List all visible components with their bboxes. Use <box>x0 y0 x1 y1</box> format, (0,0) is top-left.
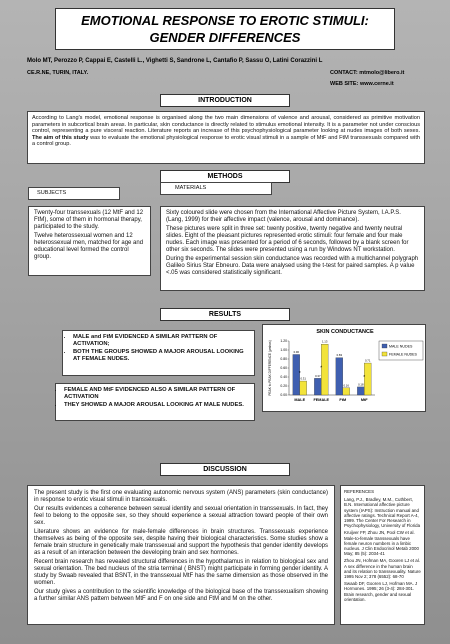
significance-mark: * <box>363 375 365 381</box>
paragraph: Sixty coloured slide were chosen from th… <box>166 210 401 223</box>
bullet: BOTH THE GROUPS SHOWED A MAJOR AROUSAL L… <box>73 349 252 362</box>
y-tick-label: 0.20 <box>280 384 287 388</box>
x-tick-label: FEMALE <box>313 398 329 402</box>
bar <box>335 357 343 396</box>
reference: Lang, P.J., Bradley, M.M., Cuthbert, B.N… <box>344 497 421 529</box>
section-heading: INTRODUCTION <box>160 94 290 107</box>
bullet: THEY SHOWED A MAJOR AROUSAL LOOKING AT M… <box>64 402 254 409</box>
paragraph: The present study is the first one evalu… <box>34 490 328 503</box>
value-label: 1.13 <box>322 340 328 344</box>
reference: Kruijver FP, Zhou JN, Pool CW et al. Mal… <box>344 530 419 557</box>
significance-mark: * <box>299 371 301 377</box>
bar <box>321 343 329 396</box>
list: FEMALE AND MtF EVIDENCED ALSO A SIMILAR … <box>56 387 254 409</box>
section-heading: RESULTS <box>160 308 290 321</box>
y-tick-label: 0.80 <box>280 357 287 361</box>
paragraph: Our results evidences a coherence betwee… <box>34 506 328 526</box>
legend <box>378 340 424 361</box>
bullet: FEMALE AND MtF EVIDENCED ALSO A SIMILAR … <box>64 387 254 400</box>
bar <box>357 386 365 396</box>
legend-swatch <box>381 351 388 357</box>
paragraph: Twenty-four transsexuals (12 MtF and 12 … <box>34 210 144 230</box>
paragraph: Twelve heterossexual women and 12 hetero… <box>34 233 144 260</box>
contact: CONTACT: mtmolo@libero.it <box>330 70 405 76</box>
subjects-text: Twenty-four transsexuals (12 MtF and 12 … <box>28 206 151 276</box>
legend-label: MALE NUDES <box>389 345 413 349</box>
paragraph: Our study gives a contribution to the sc… <box>34 589 328 602</box>
y-tick-label: 0.40 <box>280 375 287 379</box>
reference: Swaab DF, Gooren LJ, Hofman MA. J Hormon… <box>344 581 418 602</box>
paragraph: During the experimental session skin con… <box>166 256 419 276</box>
chart: SKIN CONDUCTANCE PEAK to PEAK DIFFERENCE … <box>262 324 426 412</box>
materials-text: Sixty coloured slide were chosen from th… <box>160 206 425 291</box>
text-bold: The aim of this study <box>32 134 89 141</box>
discussion-text: The present study is the first one evalu… <box>27 485 335 625</box>
chart-title: SKIN CONDUCTANCE <box>316 329 374 335</box>
title-line: GENDER DIFFERENCES <box>149 30 301 45</box>
title-line: EMOTIONAL RESPONSE TO EROTIC STIMULI: <box>81 13 369 28</box>
text: According to Lang's model, emotional res… <box>32 115 420 135</box>
bar <box>342 387 350 396</box>
authors: Molo MT, Perozzo P, Cappai E, Castelli L… <box>27 58 323 64</box>
references-heading: REFERENCES <box>344 489 375 494</box>
text: was to evaluate the emotional physiologi… <box>32 134 421 148</box>
bar <box>299 380 307 396</box>
bullet: MALE and FtM EVIDENCED A SIMILAR PATTERN… <box>73 334 252 347</box>
label: MATERIALS <box>160 182 272 195</box>
value-label: 0.71 <box>365 359 371 363</box>
references: REFERENCES Lang, P.J., Bradley, M.M., Cut… <box>340 485 425 625</box>
value-label: 0.83 <box>337 353 343 357</box>
value-label: 0.90 <box>294 350 300 354</box>
y-axis-label: PEAK to PEAK DIFFERENCE (μmhos) <box>268 340 272 395</box>
paragraph: Literature shows an evidence for male-fe… <box>34 529 328 556</box>
y-tick-label: 0.60 <box>280 366 287 370</box>
result-box: MALE and FtM EVIDENCED A SIMILAR PATTERN… <box>62 330 255 376</box>
x-tick-label: FtM <box>339 398 346 402</box>
label: SUBJECTS <box>28 187 120 200</box>
x-tick-label: MtF <box>361 398 368 402</box>
list: MALE and FtM EVIDENCED A SIMILAR PATTERN… <box>65 334 252 362</box>
legend-swatch <box>381 343 388 349</box>
bar <box>364 362 372 396</box>
significance-mark: * <box>320 366 322 372</box>
section-heading: DISCUSSION <box>160 463 290 476</box>
value-label: 0.31 <box>300 377 306 381</box>
y-tick-label: 1.00 <box>280 348 287 352</box>
paragraph: Recent brain research has revealed struc… <box>34 559 328 586</box>
value-label: 0.16 <box>343 383 349 387</box>
result-box: FEMALE AND MtF EVIDENCED ALSO A SIMILAR … <box>55 383 255 421</box>
title: EMOTIONAL RESPONSE TO EROTIC STIMULI: GEN… <box>55 8 395 50</box>
value-label: 0.18 <box>358 382 364 386</box>
x-tick-label: MALE <box>294 398 305 402</box>
website: WEB SITE: www.cerne.it <box>330 81 394 87</box>
y-tick-label: 1.20 <box>280 339 287 343</box>
intro-text: According to Lang's model, emotional res… <box>27 111 425 164</box>
legend-label: FEMALE NUDES <box>389 353 418 357</box>
value-label: 0.37 <box>315 374 321 378</box>
affiliation: CE.R.NE, TURIN, ITALY. <box>27 70 89 76</box>
paragraph: These pictures were split in three set: … <box>166 226 409 253</box>
reference: Zhou JN, Hofman MA, Gooren LJ et al. A s… <box>344 558 421 580</box>
bar <box>314 378 322 396</box>
y-tick-label: 0.00 <box>280 393 287 397</box>
bar <box>292 354 300 396</box>
